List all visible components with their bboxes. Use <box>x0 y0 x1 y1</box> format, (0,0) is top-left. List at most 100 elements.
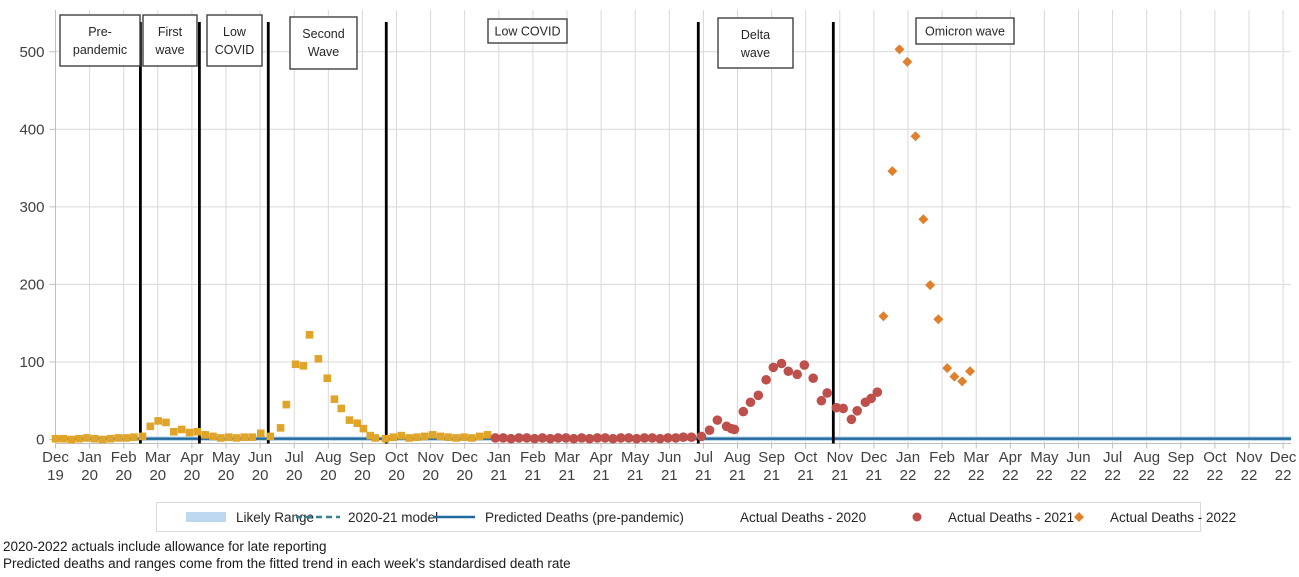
data-point-circle <box>608 433 618 444</box>
data-point-square <box>413 433 421 441</box>
x-tick-month: Dec <box>451 449 478 466</box>
data-point-circle <box>704 425 715 435</box>
wave-label-text: Wave <box>308 45 340 59</box>
x-tick-month: Feb <box>111 449 137 466</box>
x-tick-month: Sep <box>1167 449 1194 466</box>
data-point-square <box>444 433 453 441</box>
x-tick-month: Mar <box>963 449 989 466</box>
data-point-circle <box>816 395 827 406</box>
data-point-diamond <box>902 56 913 67</box>
legend-label: 2020-21 model <box>348 509 439 525</box>
x-tick-month: Aug <box>1133 449 1160 466</box>
x-tick-year: 20 <box>252 467 269 484</box>
data-point-square <box>232 434 241 442</box>
x-tick-year: 21 <box>559 467 576 484</box>
x-tick-year: 22 <box>934 467 951 484</box>
x-tick-month: Aug <box>724 449 751 466</box>
x-tick-month: Oct <box>1203 449 1227 466</box>
data-point-circle <box>776 358 787 369</box>
x-tick-year: 22 <box>1241 467 1258 484</box>
footnote-line: Predicted deaths and ranges come from th… <box>3 556 571 571</box>
legend-item: Actual Deaths - 2020 <box>732 503 866 531</box>
data-point-square <box>314 355 323 363</box>
wave-label-text: Low <box>223 25 247 39</box>
data-point-circle <box>545 433 556 444</box>
data-point-square <box>366 431 375 440</box>
data-point-circle <box>655 433 665 444</box>
legend-item: Actual Deaths - 2021 <box>896 503 1074 531</box>
data-point-circle <box>783 366 794 377</box>
data-point-diamond <box>965 366 976 377</box>
data-point-circle <box>866 393 876 404</box>
x-tick-year: 22 <box>968 467 985 484</box>
data-point-square <box>248 433 257 441</box>
x-tick-year: 22 <box>1002 467 1019 484</box>
x-tick-month: Jan <box>896 449 920 466</box>
band-swatch-icon <box>186 512 226 522</box>
wave-label-box <box>915 17 1015 45</box>
x-tick-year: 21 <box>593 467 610 484</box>
wave-label-box <box>487 18 568 44</box>
data-point-diamond <box>933 314 944 325</box>
data-point-circle <box>569 433 579 444</box>
y-tick-label: 500 <box>19 44 44 61</box>
x-tick-year: 21 <box>729 467 746 484</box>
data-point-circle <box>616 433 626 443</box>
data-point-diamond <box>894 44 905 55</box>
x-tick-year: 21 <box>763 467 780 484</box>
data-point-square <box>381 434 390 443</box>
legend-label: Likely Range <box>236 509 315 525</box>
x-tick-month: May <box>621 449 650 466</box>
legend-diamond-swatch <box>1074 512 1084 522</box>
data-point-square <box>359 424 368 433</box>
x-tick-year: 21 <box>831 467 848 484</box>
data-point-square <box>67 435 75 444</box>
legend-item: Actual Deaths - 2022 <box>1058 503 1236 531</box>
data-point-square <box>83 434 91 442</box>
data-point-circle <box>745 397 756 408</box>
data-point-circle <box>753 390 764 401</box>
chart-footnotes: 2020-2022 actuals include allowance for … <box>3 539 903 573</box>
x-tick-year: 21 <box>490 467 507 484</box>
x-tick-month: Jun <box>657 449 681 466</box>
data-point-circle <box>670 433 681 443</box>
chart-legend: Likely Range 2020-21 model Predicted Death… <box>156 502 1236 532</box>
x-tick-year: 20 <box>354 467 371 484</box>
x-tick-year: 20 <box>81 467 98 484</box>
x-tick-month: Oct <box>794 449 818 466</box>
data-point-circle <box>561 433 571 443</box>
data-point-square <box>483 431 492 439</box>
data-point-circle <box>712 415 723 425</box>
y-tick-label: 200 <box>19 276 44 293</box>
data-point-circle <box>600 433 610 443</box>
data-point-diamond <box>925 280 936 291</box>
wave-label-box <box>717 17 794 69</box>
data-point-square <box>138 432 147 441</box>
y-tick-label: 300 <box>19 199 44 216</box>
data-point-square <box>337 404 346 413</box>
data-point-square <box>122 434 130 442</box>
data-point-circle <box>537 433 548 443</box>
data-point-circle <box>678 432 689 442</box>
x-tick-month: May <box>1030 449 1059 466</box>
data-point-circle <box>631 433 642 444</box>
x-tick-year: 22 <box>900 467 917 484</box>
x-tick-year: 22 <box>1104 467 1121 484</box>
data-point-square <box>130 433 138 441</box>
data-point-circle <box>521 433 532 443</box>
data-point-square <box>371 434 380 442</box>
legend-item: Predicted Deaths (pre-pandemic) <box>433 503 684 531</box>
data-point-square <box>299 362 308 370</box>
x-tick-month: Sep <box>349 449 376 466</box>
legend-item: Likely Range <box>184 503 314 531</box>
data-point-square <box>389 433 398 441</box>
data-point-square <box>256 429 265 438</box>
x-tick-year: 21 <box>866 467 883 484</box>
x-tick-year: 20 <box>115 467 132 484</box>
x-tick-month: Jul <box>285 449 304 466</box>
data-point-diamond <box>957 376 968 387</box>
data-point-circle <box>761 374 771 385</box>
x-tick-year: 20 <box>320 467 337 484</box>
wave-label-box <box>206 14 263 67</box>
x-tick-year: 21 <box>661 467 678 484</box>
